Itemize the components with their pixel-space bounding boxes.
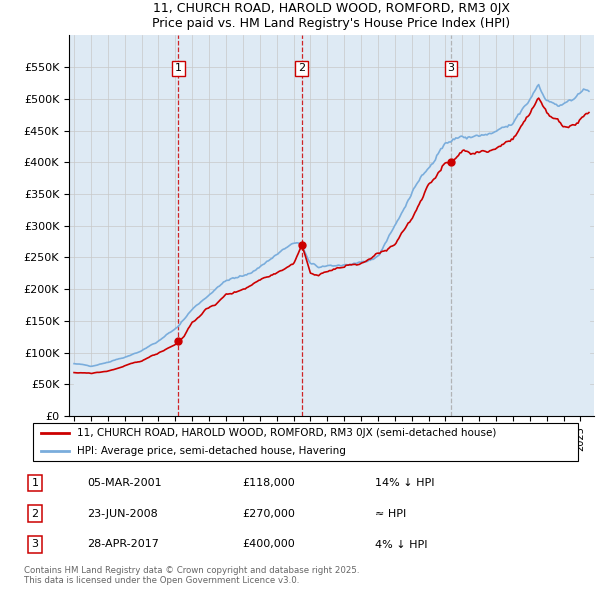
FancyBboxPatch shape	[33, 423, 578, 461]
Title: 11, CHURCH ROAD, HAROLD WOOD, ROMFORD, RM3 0JX
Price paid vs. HM Land Registry's: 11, CHURCH ROAD, HAROLD WOOD, ROMFORD, R…	[152, 2, 511, 30]
Text: 3: 3	[32, 539, 38, 549]
Text: 3: 3	[448, 63, 455, 73]
Text: £400,000: £400,000	[242, 539, 295, 549]
Text: 23-JUN-2008: 23-JUN-2008	[87, 509, 158, 519]
Text: 2: 2	[298, 63, 305, 73]
Text: 28-APR-2017: 28-APR-2017	[87, 539, 159, 549]
Text: 05-MAR-2001: 05-MAR-2001	[87, 478, 161, 488]
Text: Contains HM Land Registry data © Crown copyright and database right 2025.
This d: Contains HM Land Registry data © Crown c…	[24, 566, 359, 585]
Text: £118,000: £118,000	[242, 478, 295, 488]
Text: 1: 1	[32, 478, 38, 488]
Text: 4% ↓ HPI: 4% ↓ HPI	[375, 539, 427, 549]
Text: £270,000: £270,000	[242, 509, 295, 519]
Text: 14% ↓ HPI: 14% ↓ HPI	[375, 478, 434, 488]
Text: HPI: Average price, semi-detached house, Havering: HPI: Average price, semi-detached house,…	[77, 446, 346, 456]
Text: 2: 2	[31, 509, 38, 519]
Text: ≈ HPI: ≈ HPI	[375, 509, 406, 519]
Text: 1: 1	[175, 63, 182, 73]
Text: 11, CHURCH ROAD, HAROLD WOOD, ROMFORD, RM3 0JX (semi-detached house): 11, CHURCH ROAD, HAROLD WOOD, ROMFORD, R…	[77, 428, 496, 438]
